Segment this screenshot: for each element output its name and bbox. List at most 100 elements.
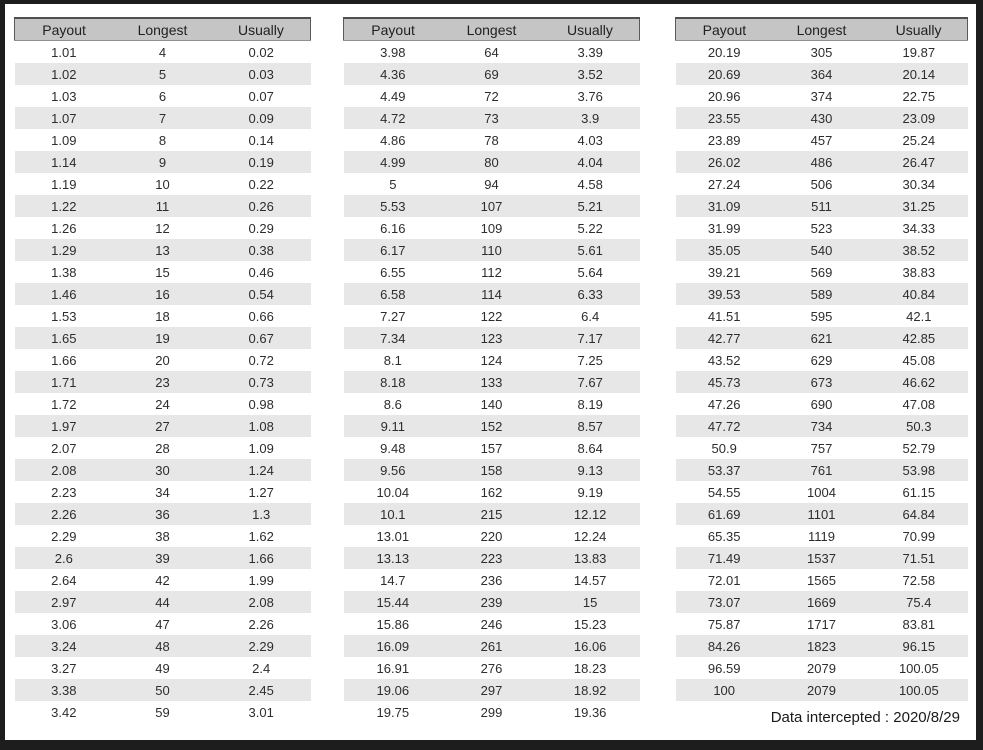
column-header-longest: Longest [772, 17, 871, 41]
table-cell: 75.87 [707, 616, 741, 632]
table-row: 20.19 305 19.87 [676, 41, 968, 64]
table-cell: 71.51 [870, 547, 968, 569]
table-cell: 5.22 [577, 220, 603, 236]
table-cell: 1.66 [211, 547, 311, 569]
table-cell: 430 [772, 107, 871, 129]
table-cell: 31.25 [870, 195, 968, 217]
table-cell: 19.75 [376, 704, 410, 720]
table-row: 20.69 364 20.14 [675, 63, 968, 85]
table-cell: 486 [772, 151, 871, 173]
table-cell: 20.14 [870, 63, 968, 85]
table-row: 43.52 629 45.08 [676, 349, 968, 371]
table-cell: 2.97 [14, 591, 114, 613]
table-cell: 4.03 [577, 132, 603, 148]
table-cell: 10.1 [343, 503, 443, 525]
table-cell: 0.22 [248, 176, 274, 192]
table-cell: 1.72 [51, 396, 77, 412]
table-cell: 20.96 [707, 88, 741, 104]
table-cell: 59 [155, 704, 170, 720]
table-cell: 2079 [807, 660, 836, 676]
table-row: 15.44 239 15 [343, 591, 640, 613]
table-cell: 15 [155, 264, 170, 280]
table-cell: 2.64 [51, 572, 77, 588]
table-row: 96.59 2079 100.05 [676, 657, 968, 679]
table-row: 8.6 140 8.19 [344, 393, 640, 415]
table-cell: 65.35 [707, 528, 741, 544]
table-cell: 26.02 [675, 151, 773, 173]
table-cell: 2079 [772, 679, 871, 701]
table-row: 20.96 374 22.75 [676, 85, 968, 107]
table-cell: 595 [810, 308, 833, 324]
table-cell: 7.17 [540, 327, 640, 349]
table-cell: 110 [442, 239, 541, 261]
table-cell: 5.64 [577, 264, 603, 280]
table-cell: 0.29 [248, 220, 274, 236]
column-header-payout: Payout [674, 17, 773, 41]
table-cell: 3.9 [540, 107, 640, 129]
table-cell: 84.26 [675, 635, 773, 657]
table-cell: 19.36 [573, 704, 607, 720]
table-cell: 9.11 [343, 415, 443, 437]
table-cell: 25.24 [902, 132, 936, 148]
table-row: 3.24 48 2.29 [14, 635, 311, 657]
table-row: 1.01 4 0.02 [15, 41, 311, 64]
table-cell: 299 [480, 704, 503, 720]
table-cell: 1.08 [211, 415, 311, 437]
table-cell: 8.18 [343, 371, 443, 393]
table-cell: 23.89 [707, 132, 741, 148]
table-row: 9.48 157 8.64 [344, 437, 640, 459]
table-cell: 100.05 [870, 679, 968, 701]
table-cell: 13.13 [343, 547, 443, 569]
table-cell: 8.1 [383, 352, 402, 368]
table-cell: 2.07 [51, 440, 77, 456]
table-cell: 1.97 [14, 415, 114, 437]
table-cell: 1.27 [248, 484, 274, 500]
table-cell: 261 [442, 635, 541, 657]
table-cell: 71.49 [675, 547, 773, 569]
table-row: 14.7 236 14.57 [344, 569, 640, 591]
table-cell: 2.26 [248, 616, 274, 632]
table-cell: 100 [675, 679, 773, 701]
table-cell: 61.15 [902, 484, 936, 500]
table-cell: 8 [158, 132, 167, 148]
table-cell: 6.16 [380, 220, 406, 236]
table-cell: 24 [155, 396, 170, 412]
table-cell: 4.49 [380, 88, 406, 104]
table-row: 1.09 8 0.14 [15, 129, 311, 151]
table-row: 8.1 124 7.25 [344, 349, 640, 371]
table-1-header: Payout Longest Usually [14, 17, 311, 41]
table-cell: 0.98 [248, 396, 274, 412]
table-cell: 9.19 [577, 484, 603, 500]
table-cell: 96.15 [870, 635, 968, 657]
table-cell: 34 [155, 484, 170, 500]
table-cell: 100.05 [898, 660, 939, 676]
table-cell: 44 [113, 591, 212, 613]
table-cell: 1.38 [51, 264, 77, 280]
table-cell: 36 [113, 503, 212, 525]
table-cell: 152 [442, 415, 541, 437]
table-cell: 140 [480, 396, 503, 412]
data-intercepted-note: Data intercepted : 2020/8/29 [770, 709, 960, 726]
table-row: 31.09 511 31.25 [675, 195, 968, 217]
table-cell: 6.17 [343, 239, 443, 261]
table-cell: 46.62 [870, 371, 968, 393]
table-row: 16.91 276 18.23 [344, 657, 640, 679]
table-cell: 22.75 [902, 88, 936, 104]
table-cell: 54.55 [707, 484, 741, 500]
payout-table-2: Payout Longest Usually 3.98 64 3.39 4.36 69 3… [343, 17, 640, 723]
table-cell: 457 [810, 132, 833, 148]
table-row: 65.35 1119 70.99 [676, 525, 968, 547]
table-cell: 0.09 [211, 107, 311, 129]
table-row: 1.46 16 0.54 [14, 283, 311, 305]
table-cell: 276 [480, 660, 503, 676]
table-cell: 18.92 [540, 679, 640, 701]
table-cell: 15.23 [573, 616, 607, 632]
table-cell: 47.26 [707, 396, 741, 412]
table-cell: 0.14 [248, 132, 274, 148]
table-row: 4.49 72 3.76 [344, 85, 640, 107]
table-cell: 1.62 [248, 528, 274, 544]
table-cell: 0.26 [211, 195, 311, 217]
table-cell: 8.6 [383, 396, 402, 412]
table-cell: 72 [484, 88, 499, 104]
column-header-longest: Longest [113, 17, 212, 41]
